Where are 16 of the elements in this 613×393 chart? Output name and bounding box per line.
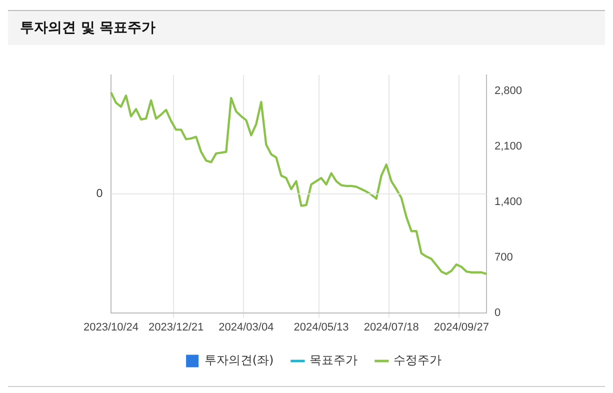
legend-label: 목표주가	[310, 353, 358, 368]
x-tick-label: 2024/07/18	[364, 321, 419, 334]
x-tick-label: 2023/10/24	[83, 321, 139, 334]
y2-tick-label: 700	[494, 251, 513, 264]
legend-label: 투자의견(좌)	[204, 353, 274, 368]
y2-tick-label: 2,100	[494, 140, 522, 152]
x-tick-label: 2024/03/04	[218, 321, 274, 334]
x-tick-label: 2024/09/27	[434, 321, 489, 334]
text: 0	[96, 186, 103, 200]
x-tick-label: 2024/05/13	[294, 321, 349, 334]
legend-label: 수정주가	[394, 353, 442, 368]
y2-tick-label: 1,400	[494, 196, 522, 208]
y2-tick-label: 0	[494, 306, 501, 319]
x-tick-label: 2023/12/21	[148, 321, 204, 334]
chart-title: 투자의견 및 목표주가	[8, 11, 605, 45]
y2-tick-label: 2,800	[494, 84, 522, 97]
